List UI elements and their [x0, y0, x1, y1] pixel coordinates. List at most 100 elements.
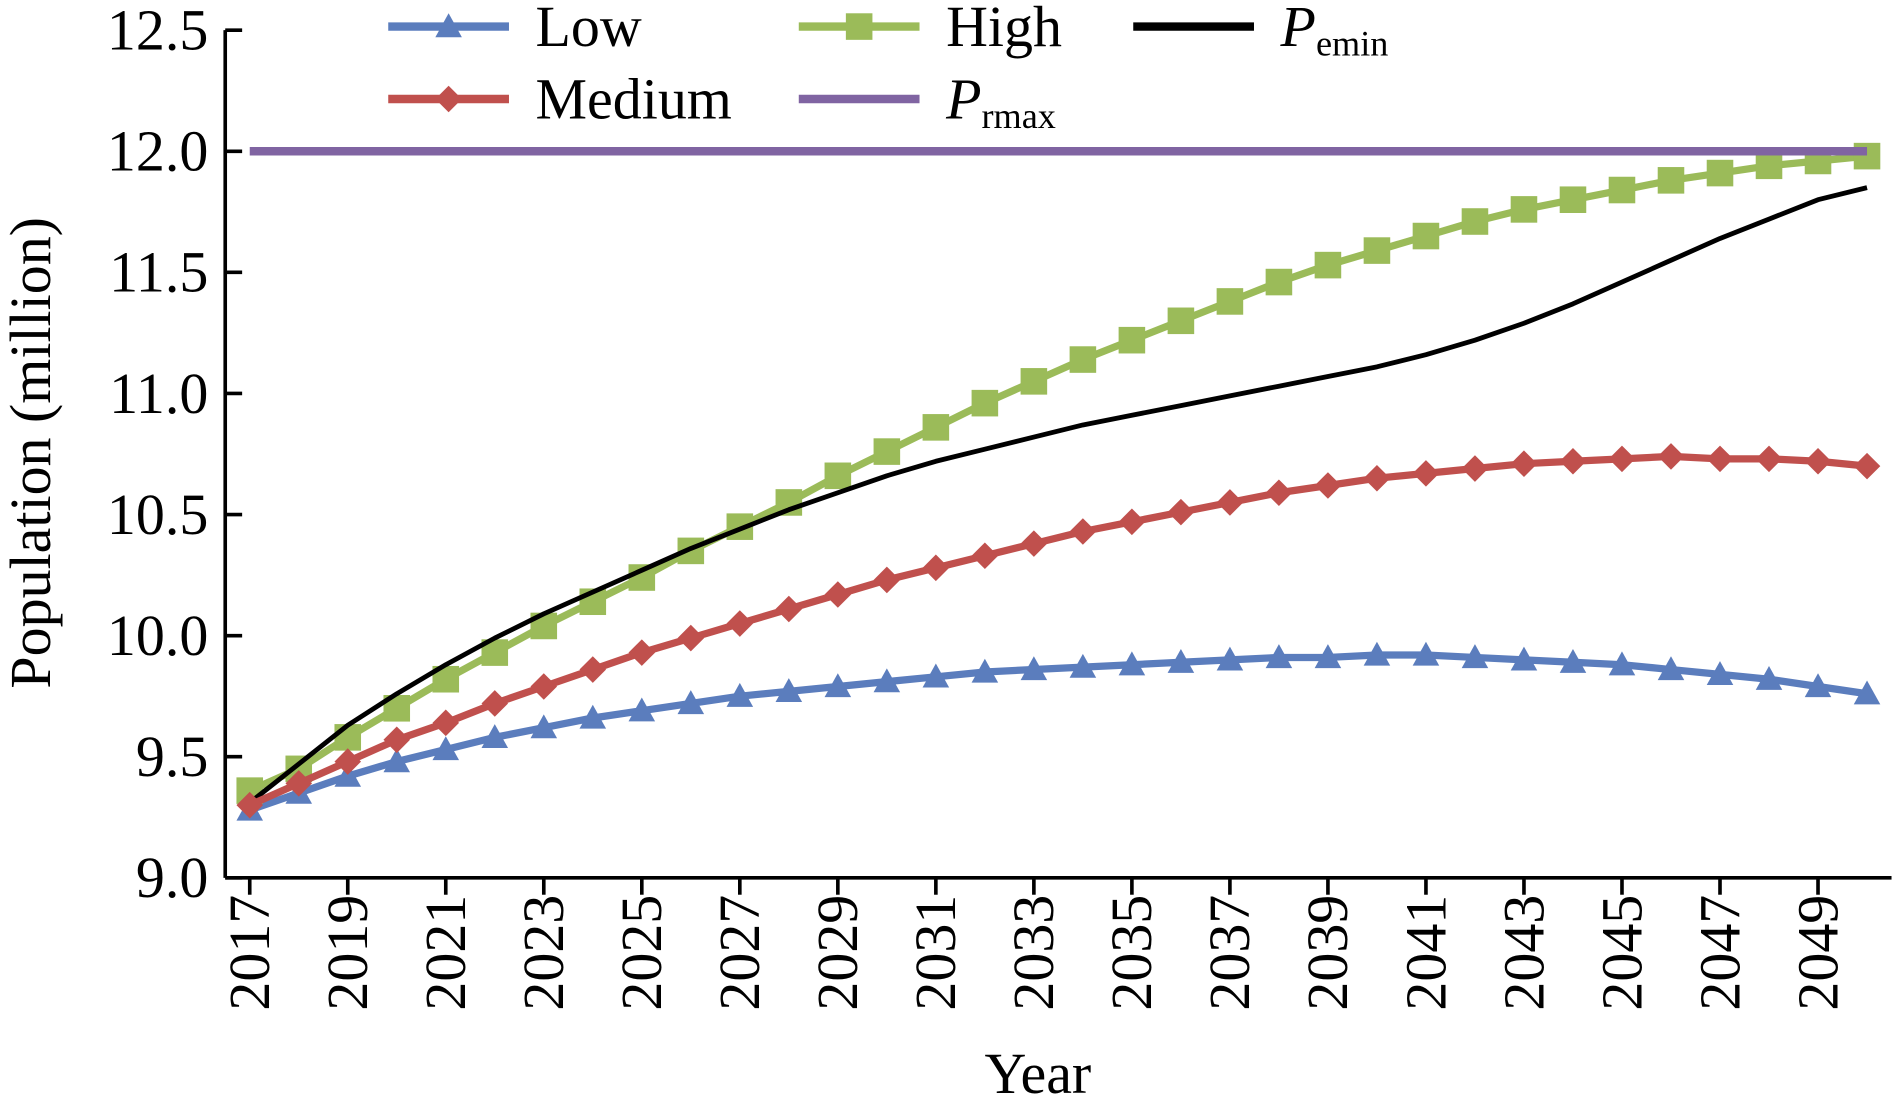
legend-label-sub: rmax [981, 96, 1055, 136]
marker [481, 690, 509, 717]
legend-label-main: P [945, 66, 981, 131]
marker [383, 748, 411, 773]
x-tick-label: 2021 [413, 895, 478, 1011]
marker [1363, 237, 1391, 264]
marker [1755, 152, 1783, 180]
y-tick-label: 9.5 [136, 724, 208, 789]
marker [824, 462, 852, 490]
marker [1510, 646, 1538, 671]
marker [1216, 489, 1244, 516]
marker [1853, 680, 1881, 705]
marker [1118, 326, 1146, 354]
marker [1608, 651, 1636, 676]
x-tick-label: 2047 [1687, 895, 1752, 1011]
marker [1657, 443, 1685, 470]
marker [1412, 460, 1440, 487]
x-tick-label: 2027 [707, 895, 772, 1011]
marker [383, 726, 411, 754]
marker [922, 554, 950, 582]
marker [1461, 208, 1489, 235]
line-series [248, 185, 1868, 805]
y-tick-label: 11.0 [109, 361, 208, 426]
marker [1069, 518, 1097, 545]
marker [873, 566, 901, 594]
x-tick-label: 2041 [1393, 895, 1458, 1011]
marker [1804, 447, 1832, 475]
marker [432, 736, 460, 761]
line-series [248, 651, 1868, 814]
marker [873, 438, 901, 465]
marker [1118, 508, 1146, 536]
marker [922, 414, 950, 441]
marker [236, 791, 264, 819]
marker [579, 656, 607, 683]
marker [1216, 646, 1244, 671]
x-tick-label: 2031 [903, 895, 968, 1011]
marker [1657, 656, 1685, 681]
marker [481, 724, 509, 748]
marker [579, 704, 607, 729]
legend-label: Medium [536, 66, 732, 131]
marker [1510, 450, 1538, 477]
marker [1167, 649, 1195, 673]
legend-label: High [946, 0, 1062, 59]
y-tick-label: 10.5 [107, 482, 208, 547]
marker [1069, 346, 1097, 373]
marker [1510, 196, 1538, 223]
marker [1755, 445, 1783, 473]
marker [1853, 142, 1881, 170]
x-tick-label: 2017 [217, 895, 282, 1011]
x-tick-label: 2033 [1001, 895, 1066, 1011]
marker [1167, 498, 1195, 526]
marker [1265, 479, 1293, 507]
marker [775, 595, 803, 623]
marker [726, 682, 754, 707]
x-tick-label: 2023 [511, 895, 576, 1011]
x-tick-label: 2045 [1589, 895, 1654, 1011]
marker [677, 690, 705, 715]
marker [1755, 665, 1783, 690]
marker [922, 663, 950, 688]
marker [435, 85, 462, 113]
marker [1461, 455, 1489, 482]
marker [775, 678, 803, 702]
marker [1412, 222, 1440, 250]
marker [1020, 656, 1048, 681]
marker [1314, 251, 1342, 279]
marker [1559, 186, 1587, 213]
marker [726, 610, 754, 637]
legend-label: Pemin [1280, 0, 1389, 64]
marker [1657, 167, 1685, 194]
marker [824, 581, 852, 608]
x-tick-label: 2049 [1785, 895, 1850, 1011]
marker [971, 542, 999, 570]
marker [1559, 649, 1587, 673]
x-tick-label: 2039 [1295, 895, 1360, 1011]
marker [824, 673, 852, 698]
x-tick-label: 2025 [609, 895, 674, 1011]
x-tick-label: 2029 [805, 895, 870, 1011]
x-tick-label: 2037 [1197, 895, 1262, 1011]
marker [1167, 307, 1195, 335]
y-axis-label: Population (million) [0, 217, 63, 689]
marker [1363, 641, 1391, 666]
marker [1020, 368, 1048, 395]
marker [1706, 159, 1734, 187]
marker [1608, 445, 1636, 473]
marker [334, 724, 362, 751]
y-tick-label: 12.0 [107, 119, 208, 184]
marker [628, 639, 656, 666]
marker [971, 658, 999, 683]
marker [1314, 472, 1342, 499]
marker [1265, 644, 1293, 669]
y-tick-label: 10.0 [107, 603, 208, 668]
marker [1069, 653, 1097, 678]
marker [1412, 641, 1440, 666]
legend-label-sub: emin [1316, 24, 1388, 64]
y-tick-label: 12.5 [107, 0, 208, 63]
marker [1265, 268, 1293, 296]
marker [845, 13, 873, 40]
marker [334, 748, 362, 775]
marker [971, 389, 999, 417]
y-tick-label: 9.0 [136, 845, 208, 910]
